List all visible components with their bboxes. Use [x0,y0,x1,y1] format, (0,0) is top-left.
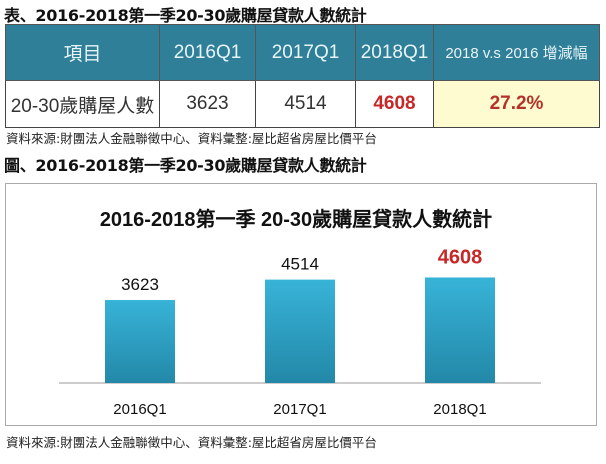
bar-2018Q1 [425,277,495,383]
x-tick-label-2016Q1: 2016Q1 [113,401,166,418]
table-title: 表、2016-2018第一季20-30歲購屋貸款人數統計 [4,6,367,25]
table-row: 20-30歲購屋人數 3623 4514 4608 27.2% [5,80,600,128]
header-2018q1: 2018Q1 [355,24,434,81]
bar-chart: 2016-2018第一季 20-30歲購屋貸款人數統計 3623 2016Q1 45… [59,207,541,418]
cell-2017q1: 4514 [255,80,356,128]
header-2016q1: 2016Q1 [159,24,256,81]
x-tick-label-2018Q1: 2018Q1 [433,401,486,418]
header-item: 項目 [5,24,160,81]
header-change: 2018 v.s 2016 增減幅 [433,24,600,81]
stats-table: 項目 2016Q1 2017Q1 2018Q1 2018 v.s 2016 增減… [5,24,600,128]
chart-title: 2016-2018第一季 20-30歲購屋貸款人數統計 [100,207,492,231]
cell-2016q1: 3623 [159,80,256,128]
cell-change: 27.2% [433,80,600,128]
bar-2017Q1 [265,279,335,383]
cell-2018q1: 4608 [355,80,434,128]
x-tick-label-2017Q1: 2017Q1 [273,401,326,418]
header-2017q1: 2017Q1 [255,24,356,81]
data-label-2018Q1: 4608 [438,246,483,268]
row-label: 20-30歲購屋人數 [5,80,160,128]
figure-source-note: 資料來源:財團法人金融聯徵中心、資料彙整:屋比超省房屋比價平台 [6,435,377,450]
chart-container: 2016-2018第一季 20-30歲購屋貸款人數統計 3623 2016Q1 45… [5,183,597,426]
figure-title: 圖、2016-2018第一季20-30歲購屋貸款人數統計 [4,156,367,175]
table-header-row: 項目 2016Q1 2017Q1 2018Q1 2018 v.s 2016 增減… [5,24,600,81]
data-label-2017Q1: 4514 [281,255,319,274]
table-source-note: 資料來源:財團法人金融聯徵中心、資料彙整:屋比超省房屋比價平台 [6,131,377,146]
bar-2016Q1 [105,300,175,383]
data-label-2016Q1: 3623 [121,275,159,294]
